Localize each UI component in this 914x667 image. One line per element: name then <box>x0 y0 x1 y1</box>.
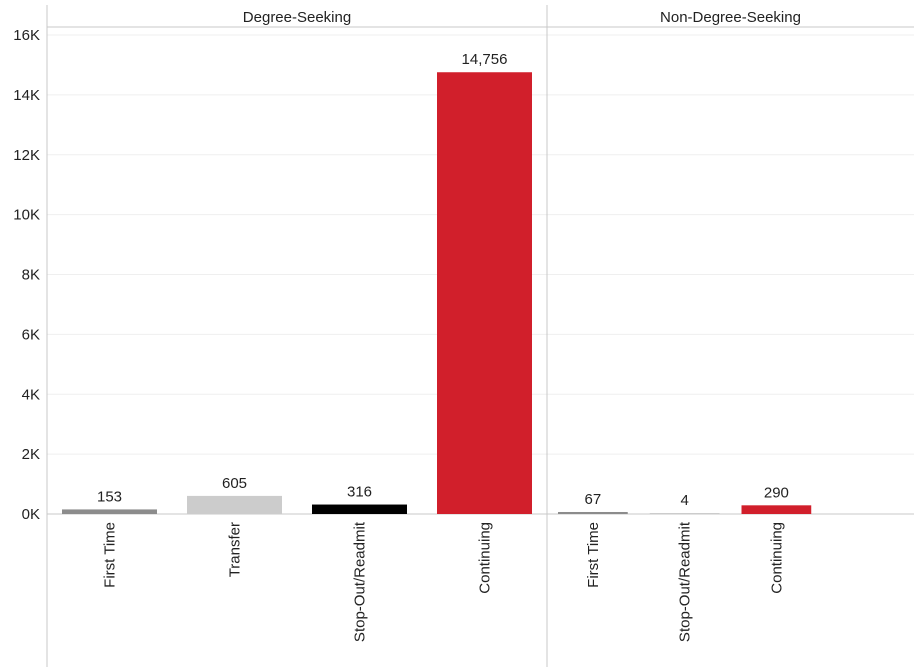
category-label: Continuing <box>768 522 785 594</box>
bar <box>741 505 812 514</box>
bar-value-label: 316 <box>347 484 372 501</box>
bar-value-label: 4 <box>680 492 688 509</box>
y-tick-label: 10K <box>13 207 40 224</box>
y-tick-label: 0K <box>22 506 40 523</box>
y-tick-label: 14K <box>13 87 40 104</box>
category-label: First Time <box>585 522 602 588</box>
y-tick-label: 12K <box>13 147 40 164</box>
bar-value-label: 290 <box>764 484 789 501</box>
category-label: Continuing <box>477 522 494 594</box>
bar <box>437 72 532 514</box>
bar <box>649 513 720 514</box>
bar <box>187 495 282 514</box>
panel-title: Degree-Seeking <box>243 9 351 26</box>
bar <box>312 504 407 514</box>
y-tick-label: 6K <box>22 326 40 343</box>
category-label: Stop-Out/Readmit <box>677 521 694 642</box>
y-tick-label: 4K <box>22 386 40 403</box>
category-label: First Time <box>102 522 119 588</box>
panel-title: Non-Degree-Seeking <box>660 9 801 26</box>
bar <box>558 511 628 514</box>
bar-value-label: 605 <box>222 475 247 492</box>
category-label: Transfer <box>227 522 244 577</box>
category-label: Stop-Out/Readmit <box>352 521 369 642</box>
bar <box>62 509 157 514</box>
y-tick-label: 16K <box>13 27 40 44</box>
bar-value-label: 67 <box>585 491 602 508</box>
bar-value-label: 14,756 <box>462 51 508 68</box>
y-tick-label: 2K <box>22 446 40 463</box>
bar-value-label: 153 <box>97 488 122 505</box>
y-tick-label: 8K <box>22 267 40 284</box>
